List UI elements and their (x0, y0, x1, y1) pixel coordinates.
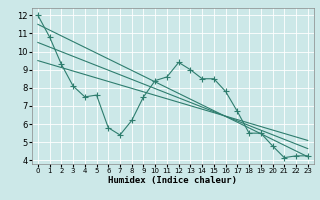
X-axis label: Humidex (Indice chaleur): Humidex (Indice chaleur) (108, 176, 237, 185)
